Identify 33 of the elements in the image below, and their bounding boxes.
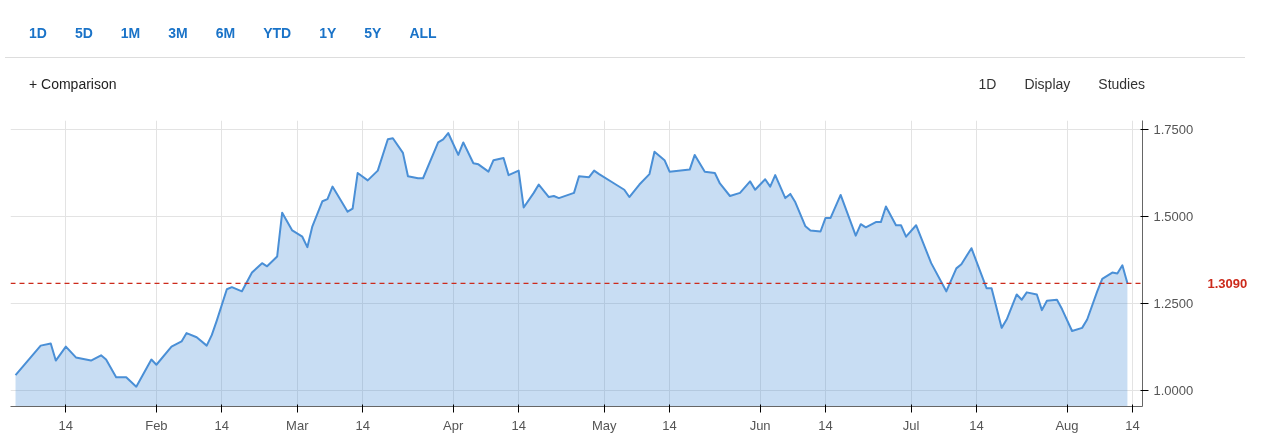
text: YTD [263,25,292,41]
text: 3M [168,25,188,41]
x-tick-label: Apr [443,417,465,433]
x-tick-label: Aug [1055,417,1079,433]
x-tick-label: May [591,417,617,433]
text: 1M [120,25,141,41]
text: 1D [29,25,47,41]
y-tick-label: 1.0000 [1153,383,1194,399]
x-tick-label: 14 [511,417,526,433]
x-tick-label: 14 [818,417,833,433]
text: 6M [215,25,236,41]
text: Studies [1098,76,1145,92]
x-tick-label: 14 [214,417,230,433]
x-tick-label: 14 [969,417,984,433]
x-tick-label: 14 [355,417,370,433]
x-tick-label: 14 [662,417,677,433]
text: ALL [409,25,437,41]
x-tick-label: Feb [145,417,168,433]
text: 1Y [319,25,337,41]
x-tick-label: Jul [902,417,920,433]
text: 1D [978,76,997,92]
text: + Comparison [29,76,117,92]
x-tick-label: 14 [58,417,74,433]
x-tick-label: Mar [286,417,310,433]
y-tick-label: 1.7500 [1153,122,1194,138]
text: 5Y [364,25,382,41]
x-tick-label: Jun [749,417,771,433]
ref-line-label: 1.3090 [1207,275,1248,291]
text: 5D [74,25,93,41]
x-tick-label: 14 [1125,417,1140,433]
text: Display [1024,76,1071,92]
y-tick-label: 1.2500 [1153,296,1194,312]
y-tick-label: 1.5000 [1153,209,1194,225]
